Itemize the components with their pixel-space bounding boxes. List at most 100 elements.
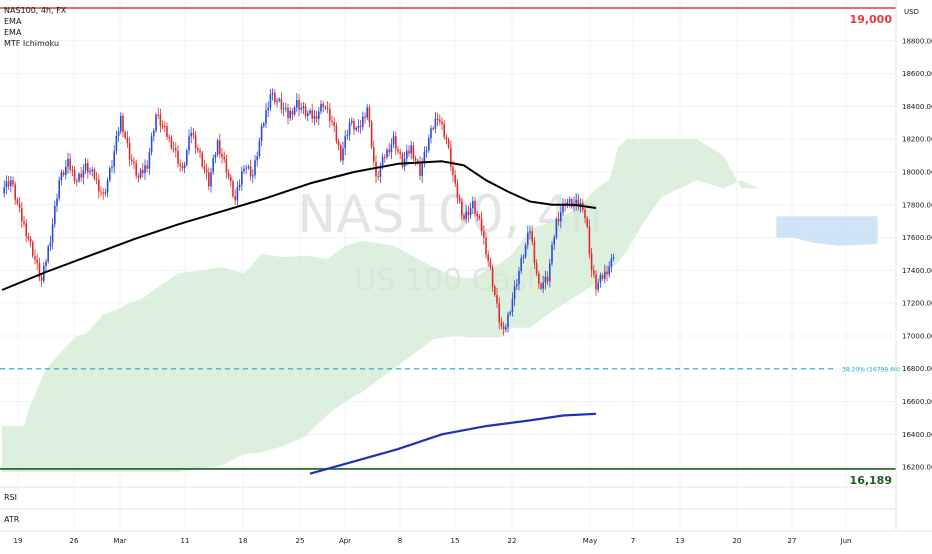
- legend-ichimoku[interactable]: MTF Ichimoku: [4, 39, 60, 48]
- candle-body: [131, 159, 133, 162]
- legend: NAS100, 4h, FX EMA EMA MTF Ichimoku: [4, 5, 66, 49]
- candle-body: [29, 238, 32, 242]
- candle-body: [12, 180, 14, 185]
- candle-body: [520, 258, 522, 272]
- candle-body: [137, 175, 140, 178]
- candle-body: [377, 176, 379, 178]
- candle-body: [120, 115, 122, 132]
- candle-body: [571, 199, 573, 207]
- candle-body: [153, 130, 155, 137]
- candle-body: [117, 131, 120, 136]
- candle-body: [236, 187, 239, 201]
- candle-body: [604, 271, 606, 279]
- time-axis[interactable]: 19 26 Mar 11 18 25 Apr 8 15 22 May 7 13 20 27 Jun: [14, 537, 852, 545]
- candle-body: [610, 258, 613, 267]
- candle-body: [208, 172, 210, 187]
- candle-body: [269, 94, 272, 108]
- candle-body: [78, 173, 80, 182]
- candle-body: [544, 276, 547, 283]
- candle-body: [463, 215, 465, 219]
- x-tick-label: 8: [398, 537, 402, 545]
- candle-body: [320, 103, 322, 112]
- candle-body: [144, 165, 146, 174]
- candle-body: [243, 168, 245, 172]
- x-tick-label: 18: [239, 537, 248, 545]
- candle-body: [597, 282, 599, 290]
- candle-body: [95, 178, 98, 180]
- candle-body: [287, 108, 289, 119]
- candle-body: [289, 110, 291, 119]
- candle-body: [188, 136, 190, 151]
- candle-body: [432, 128, 434, 130]
- candle-body: [606, 271, 608, 275]
- candle-body: [485, 237, 487, 255]
- y-tick-label: 17200.00: [902, 300, 932, 308]
- candle-body: [183, 164, 186, 169]
- candle-body: [599, 275, 602, 283]
- y-tick-label: 16600.00: [902, 398, 932, 406]
- candle-body: [551, 244, 553, 264]
- candle-body: [135, 163, 137, 176]
- candle-body: [553, 237, 555, 245]
- candle-body: [522, 256, 525, 259]
- candle-body: [540, 283, 542, 289]
- legend-symbol[interactable]: NAS100, 4h, FX: [4, 6, 67, 15]
- candle-body: [472, 200, 474, 209]
- candle-body: [225, 159, 228, 173]
- candle-body: [175, 148, 177, 151]
- candle-body: [588, 226, 591, 254]
- price-axis[interactable]: USD 16200.00 16400.00 16600.00 16800.00 1700…: [895, 0, 932, 531]
- ema-lines: [1, 160, 597, 475]
- candle-body: [346, 134, 349, 137]
- candle-body: [87, 163, 89, 173]
- candle-body: [557, 219, 560, 222]
- candle-body: [51, 224, 54, 243]
- candle-body: [32, 241, 34, 257]
- candle-body: [84, 163, 87, 171]
- candle-body: [456, 183, 459, 198]
- candle-body: [263, 123, 265, 127]
- candle-body: [509, 312, 511, 315]
- candle-body: [575, 199, 577, 204]
- candle-body: [214, 154, 217, 159]
- candle-body: [199, 150, 201, 153]
- candle-body: [201, 152, 203, 167]
- candle-body: [478, 216, 481, 219]
- candle-body: [25, 223, 27, 237]
- candle-body: [487, 254, 489, 262]
- candle-body: [280, 99, 283, 110]
- candle-body: [65, 166, 67, 175]
- candle-body: [342, 148, 344, 161]
- candle-body: [168, 137, 170, 139]
- candle-body: [307, 113, 309, 116]
- candle-body: [474, 200, 476, 214]
- legend-ema-2[interactable]: EMA: [4, 28, 22, 37]
- candle-body: [436, 118, 439, 120]
- candle-body: [419, 162, 421, 176]
- candle-body: [100, 191, 102, 193]
- legend-ema-1[interactable]: EMA: [4, 17, 22, 26]
- x-tick-label: 20: [733, 537, 742, 545]
- candle-body: [230, 176, 232, 182]
- candle-body: [234, 196, 236, 201]
- rsi-pane-label[interactable]: RSI: [4, 493, 17, 502]
- candle-body: [232, 181, 234, 197]
- candle-body: [329, 109, 331, 121]
- candle-body: [142, 169, 144, 174]
- candle-body: [461, 201, 463, 216]
- candle-body: [109, 168, 111, 181]
- candle-body: [216, 140, 219, 155]
- candle-body: [412, 145, 415, 159]
- candle-body: [89, 170, 91, 173]
- candle-body: [124, 132, 126, 138]
- candle-body: [450, 147, 452, 167]
- candle-body: [612, 257, 615, 259]
- candle-body: [502, 325, 505, 330]
- atr-pane-label[interactable]: ATR: [4, 515, 20, 524]
- candle-body: [194, 135, 197, 149]
- candle-body: [249, 166, 252, 177]
- candle-body: [498, 303, 500, 323]
- candle-body: [586, 218, 588, 227]
